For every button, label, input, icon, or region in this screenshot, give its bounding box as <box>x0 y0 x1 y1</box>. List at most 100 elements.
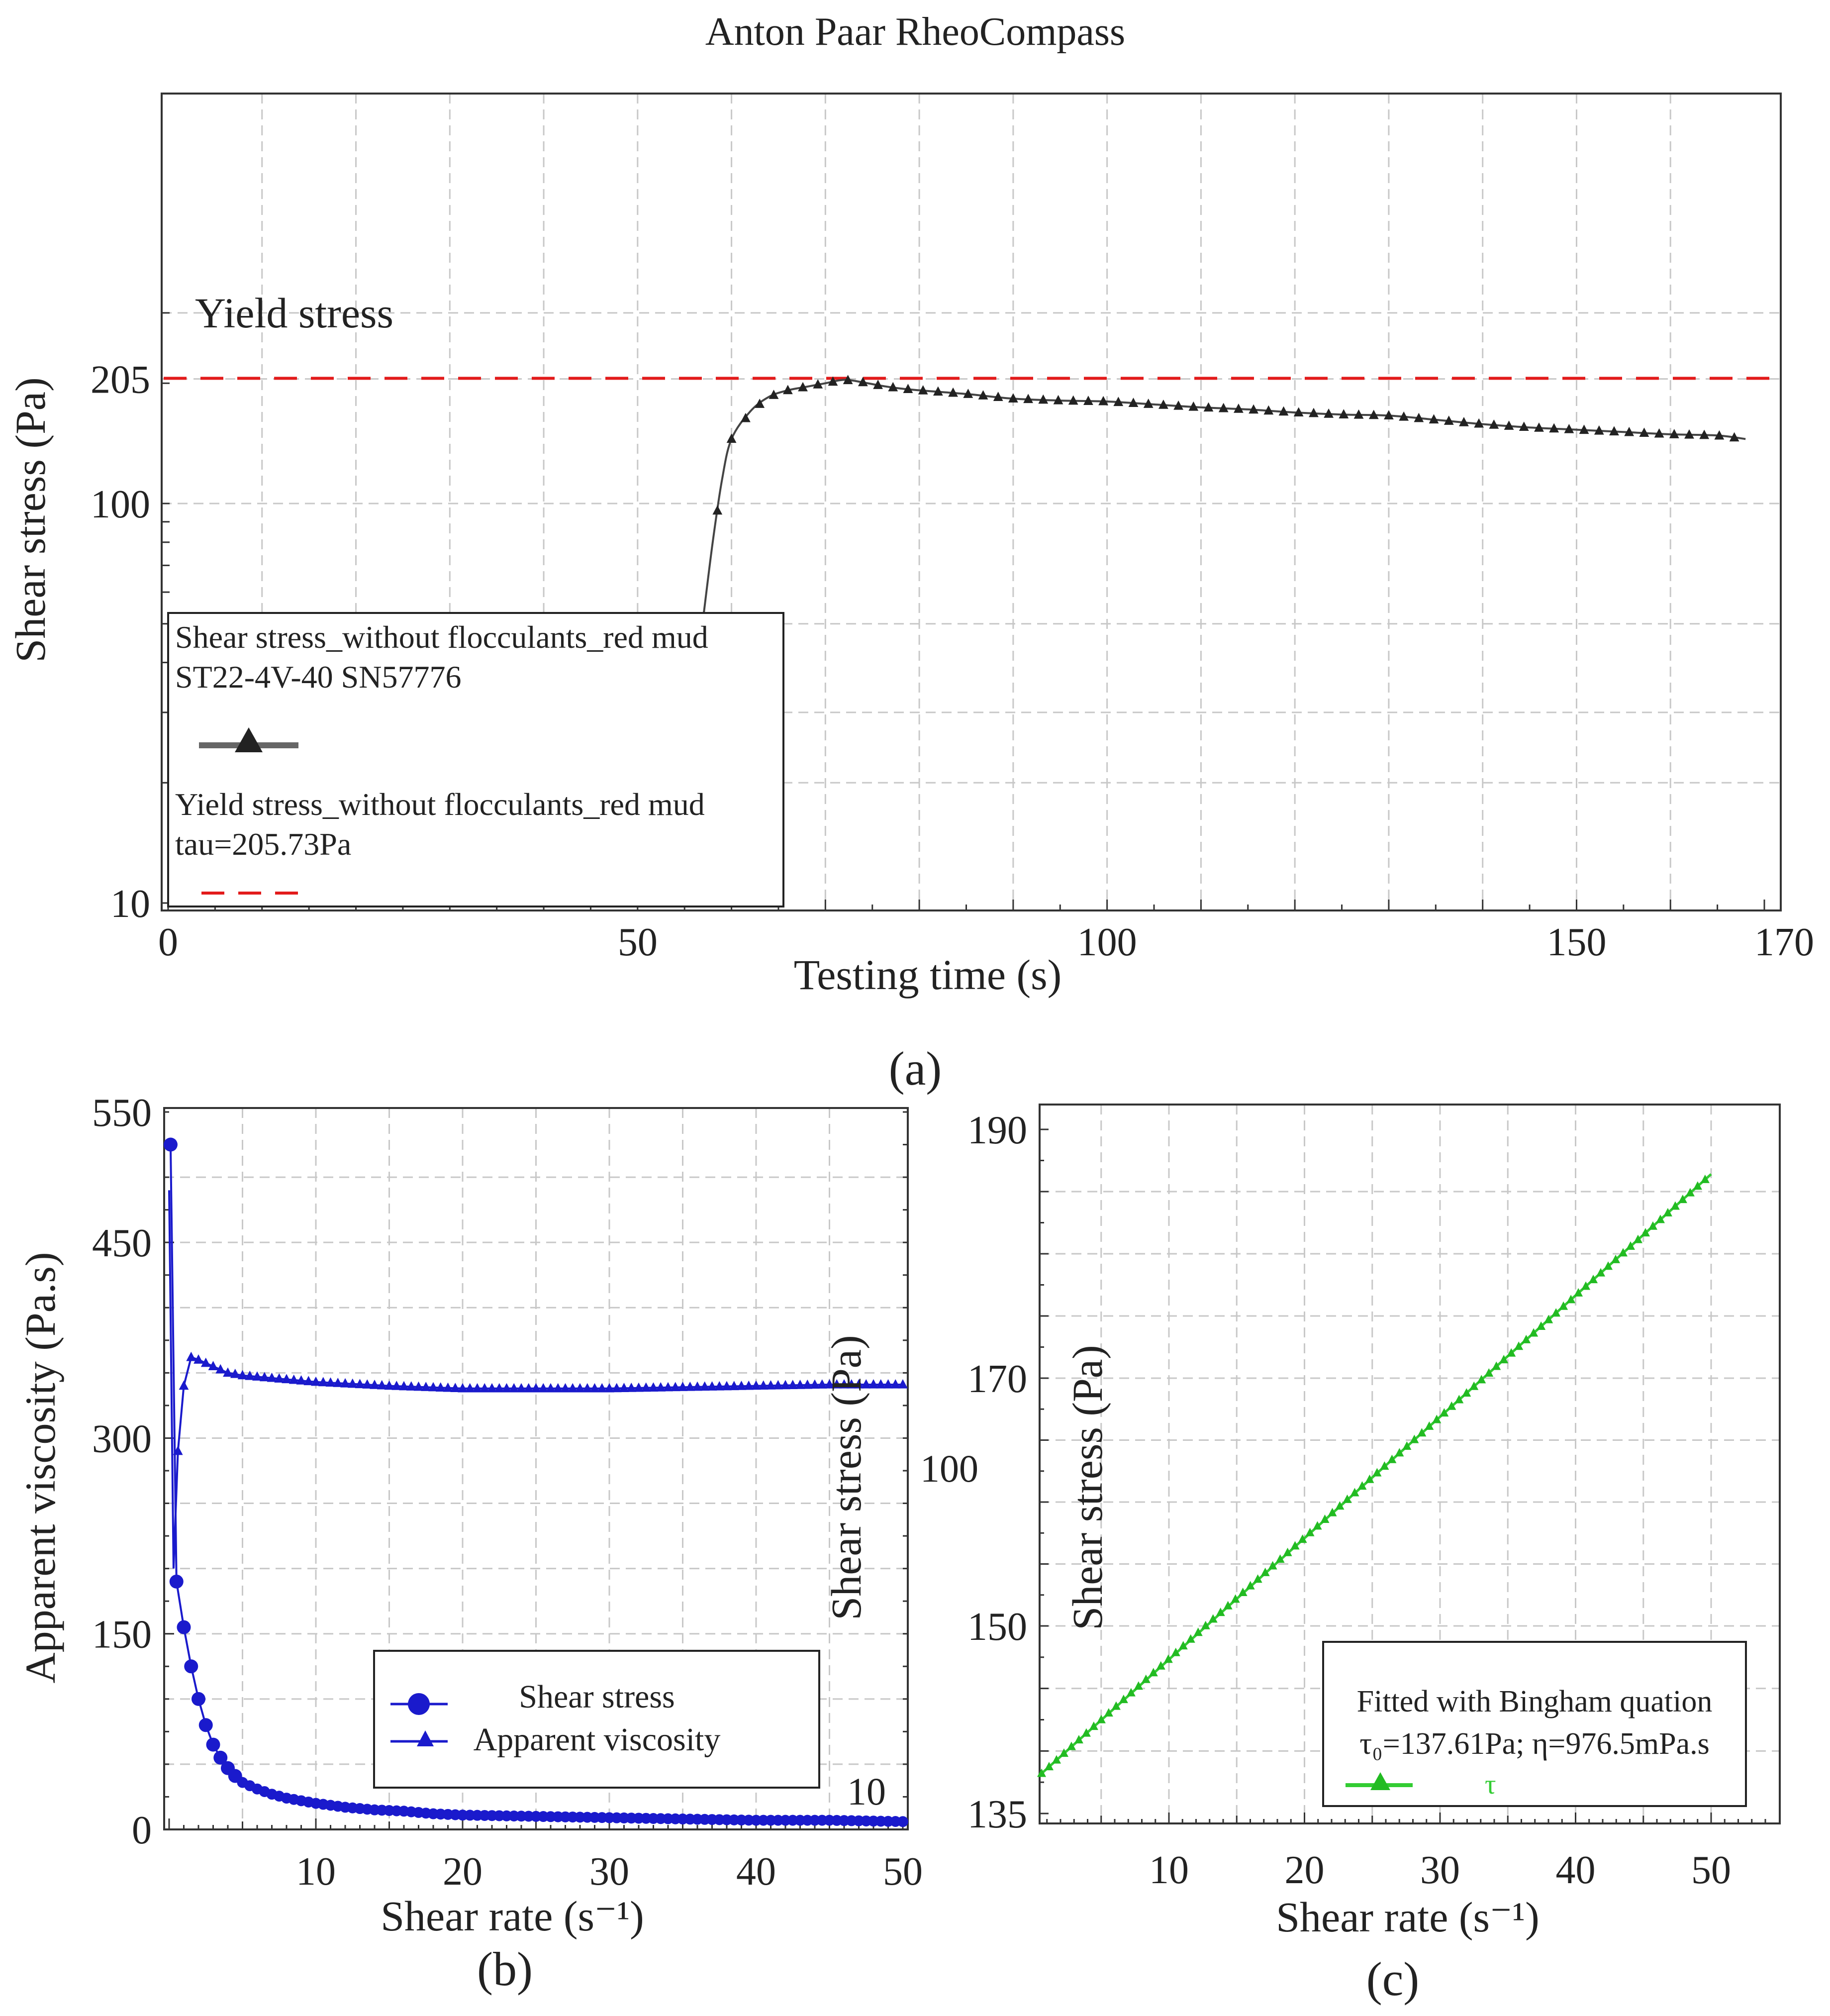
tau-marker <box>1655 1214 1665 1223</box>
shear-stress-marker <box>1368 409 1379 419</box>
panel-c-y-tick-label: 170 <box>967 1357 1027 1401</box>
apparent-viscosity-marker <box>173 1445 183 1455</box>
shear-stress-marker <box>1173 400 1184 410</box>
legend-b-viscosity-label: Apparent viscosity <box>474 1721 721 1758</box>
panel-b-right-tick-10: 10 <box>847 1770 886 1813</box>
tau-marker <box>1290 1541 1300 1550</box>
apparent-viscosity-marker <box>223 1367 233 1377</box>
apparent-viscosity-marker <box>604 1383 614 1393</box>
shear-stress-marker <box>1053 395 1063 404</box>
panel-a-plot-frame <box>161 93 1782 911</box>
shear-stress-marker <box>1324 408 1334 418</box>
panel-b-y-tick-labels: 0 150 300 450 550 <box>92 1091 152 1852</box>
shear-stress-marker <box>933 386 943 396</box>
panel-c-y-axis-label: Shear stress (Pa) <box>1063 1345 1111 1630</box>
shear-stress-marker <box>782 385 793 395</box>
legend-a-yield-name: Yield stress_without flocculants_red mud <box>175 787 705 822</box>
apparent-viscosity-marker <box>546 1383 556 1393</box>
legend-a-series-instrument: ST22-4V-40 SN57776 <box>175 659 461 695</box>
panel-a-y-axis-label: Shear stress (Pa) <box>6 377 54 662</box>
shear-stress-marker <box>993 392 1003 401</box>
shear-stress-marker <box>1234 403 1244 413</box>
shear-stress-marker <box>1384 410 1394 419</box>
caption-c: (c) <box>1366 1952 1420 2006</box>
tau-marker <box>1551 1308 1561 1317</box>
apparent-viscosity-marker <box>208 1361 218 1370</box>
apparent-viscosity-marker <box>582 1383 592 1393</box>
shear-stress-marker <box>1128 398 1139 407</box>
shear-stress-marker <box>1143 399 1154 408</box>
tau-marker <box>1171 1647 1180 1656</box>
apparent-viscosity-marker <box>744 1380 754 1390</box>
panel-a-x-tick-labels: 0 50 100 150 170 <box>158 920 1814 964</box>
shear-stress-marker <box>1249 404 1259 414</box>
panel-b-x-tick-label: 10 <box>296 1850 336 1894</box>
shear-stress-marker <box>903 384 913 394</box>
tau-marker <box>1640 1228 1650 1237</box>
legend-c-triangle-marker <box>1370 1772 1390 1790</box>
shear-stress-marker <box>1399 411 1409 421</box>
apparent-viscosity-marker <box>810 1379 820 1389</box>
shear-stress-marker <box>1459 416 1469 426</box>
shear-stress-markers <box>698 375 1739 621</box>
shear-stress-marker <box>1218 403 1229 412</box>
legend-b-circle-marker <box>408 1693 430 1715</box>
apparent-viscosity-marker <box>854 1379 864 1389</box>
tau-marker <box>1425 1421 1434 1430</box>
panel-c-y-tick-label: 190 <box>967 1109 1027 1152</box>
shear-stress-marker <box>948 387 958 397</box>
apparent-viscosity-triangle-markers <box>173 1351 908 1455</box>
tau-marker <box>1156 1661 1165 1670</box>
apparent-viscosity-marker <box>501 1383 512 1393</box>
tau-marker <box>1581 1281 1591 1290</box>
apparent-viscosity-marker <box>282 1374 291 1384</box>
shear-stress-marker <box>1489 419 1499 429</box>
apparent-viscosity-marker <box>428 1382 438 1392</box>
shear-stress-marker <box>741 412 751 422</box>
tau-marker <box>1104 1708 1113 1717</box>
apparent-viscosity-marker <box>692 1381 702 1391</box>
apparent-viscosity-marker <box>670 1382 680 1392</box>
shear-stress-marker <box>1714 430 1725 440</box>
panel-b-y-tick-label: 450 <box>92 1221 152 1265</box>
apparent-viscosity-marker <box>685 1381 695 1391</box>
yield-stress-annotation: Yield stress <box>195 289 393 337</box>
apparent-viscosity-marker <box>186 1351 196 1361</box>
shear-stress-marker <box>1113 397 1124 406</box>
apparent-viscosity-marker <box>296 1375 306 1385</box>
shear-stress-marker <box>1519 421 1529 431</box>
tau-marker <box>1395 1448 1404 1457</box>
tau-marker <box>1522 1334 1531 1343</box>
tau-marker <box>1626 1241 1636 1250</box>
apparent-viscosity-marker <box>538 1383 549 1393</box>
apparent-viscosity-marker <box>589 1383 600 1393</box>
shear-stress-circle-markers <box>163 1137 908 1827</box>
tau-marker <box>1380 1461 1389 1470</box>
shear-stress-marker <box>1278 406 1289 416</box>
apparent-viscosity-marker <box>641 1382 651 1392</box>
apparent-viscosity-marker <box>215 1364 226 1374</box>
tau-marker <box>1283 1547 1292 1556</box>
tau-marker <box>1208 1614 1218 1623</box>
apparent-viscosity-marker <box>355 1379 365 1389</box>
tau-marker <box>1566 1295 1576 1304</box>
apparent-viscosity-marker <box>267 1372 277 1382</box>
tau-marker <box>1454 1395 1464 1404</box>
apparent-viscosity-marker <box>736 1381 747 1390</box>
tau-marker <box>1044 1762 1054 1771</box>
apparent-viscosity-marker <box>773 1380 783 1390</box>
tau-marker <box>1268 1561 1277 1570</box>
shear-stress-marker <box>1309 407 1319 417</box>
tau-marker <box>1275 1554 1285 1563</box>
apparent-viscosity-marker <box>824 1379 835 1389</box>
shear-stress-marker <box>1353 409 1364 419</box>
legend-a-series-name: Shear stress_without flocculants_red mud <box>175 619 708 655</box>
tau-marker <box>1313 1521 1322 1530</box>
tau-marker <box>1417 1428 1427 1437</box>
panel-c-legend-box <box>1322 1641 1747 1807</box>
shear-stress-marker <box>1444 415 1454 425</box>
panel-a-y-tick-label: 10 <box>110 882 150 926</box>
panel-c-grid <box>1040 1105 1780 1823</box>
shear-stress-marker <box>769 390 779 399</box>
shear-stress-marker <box>897 1816 908 1827</box>
